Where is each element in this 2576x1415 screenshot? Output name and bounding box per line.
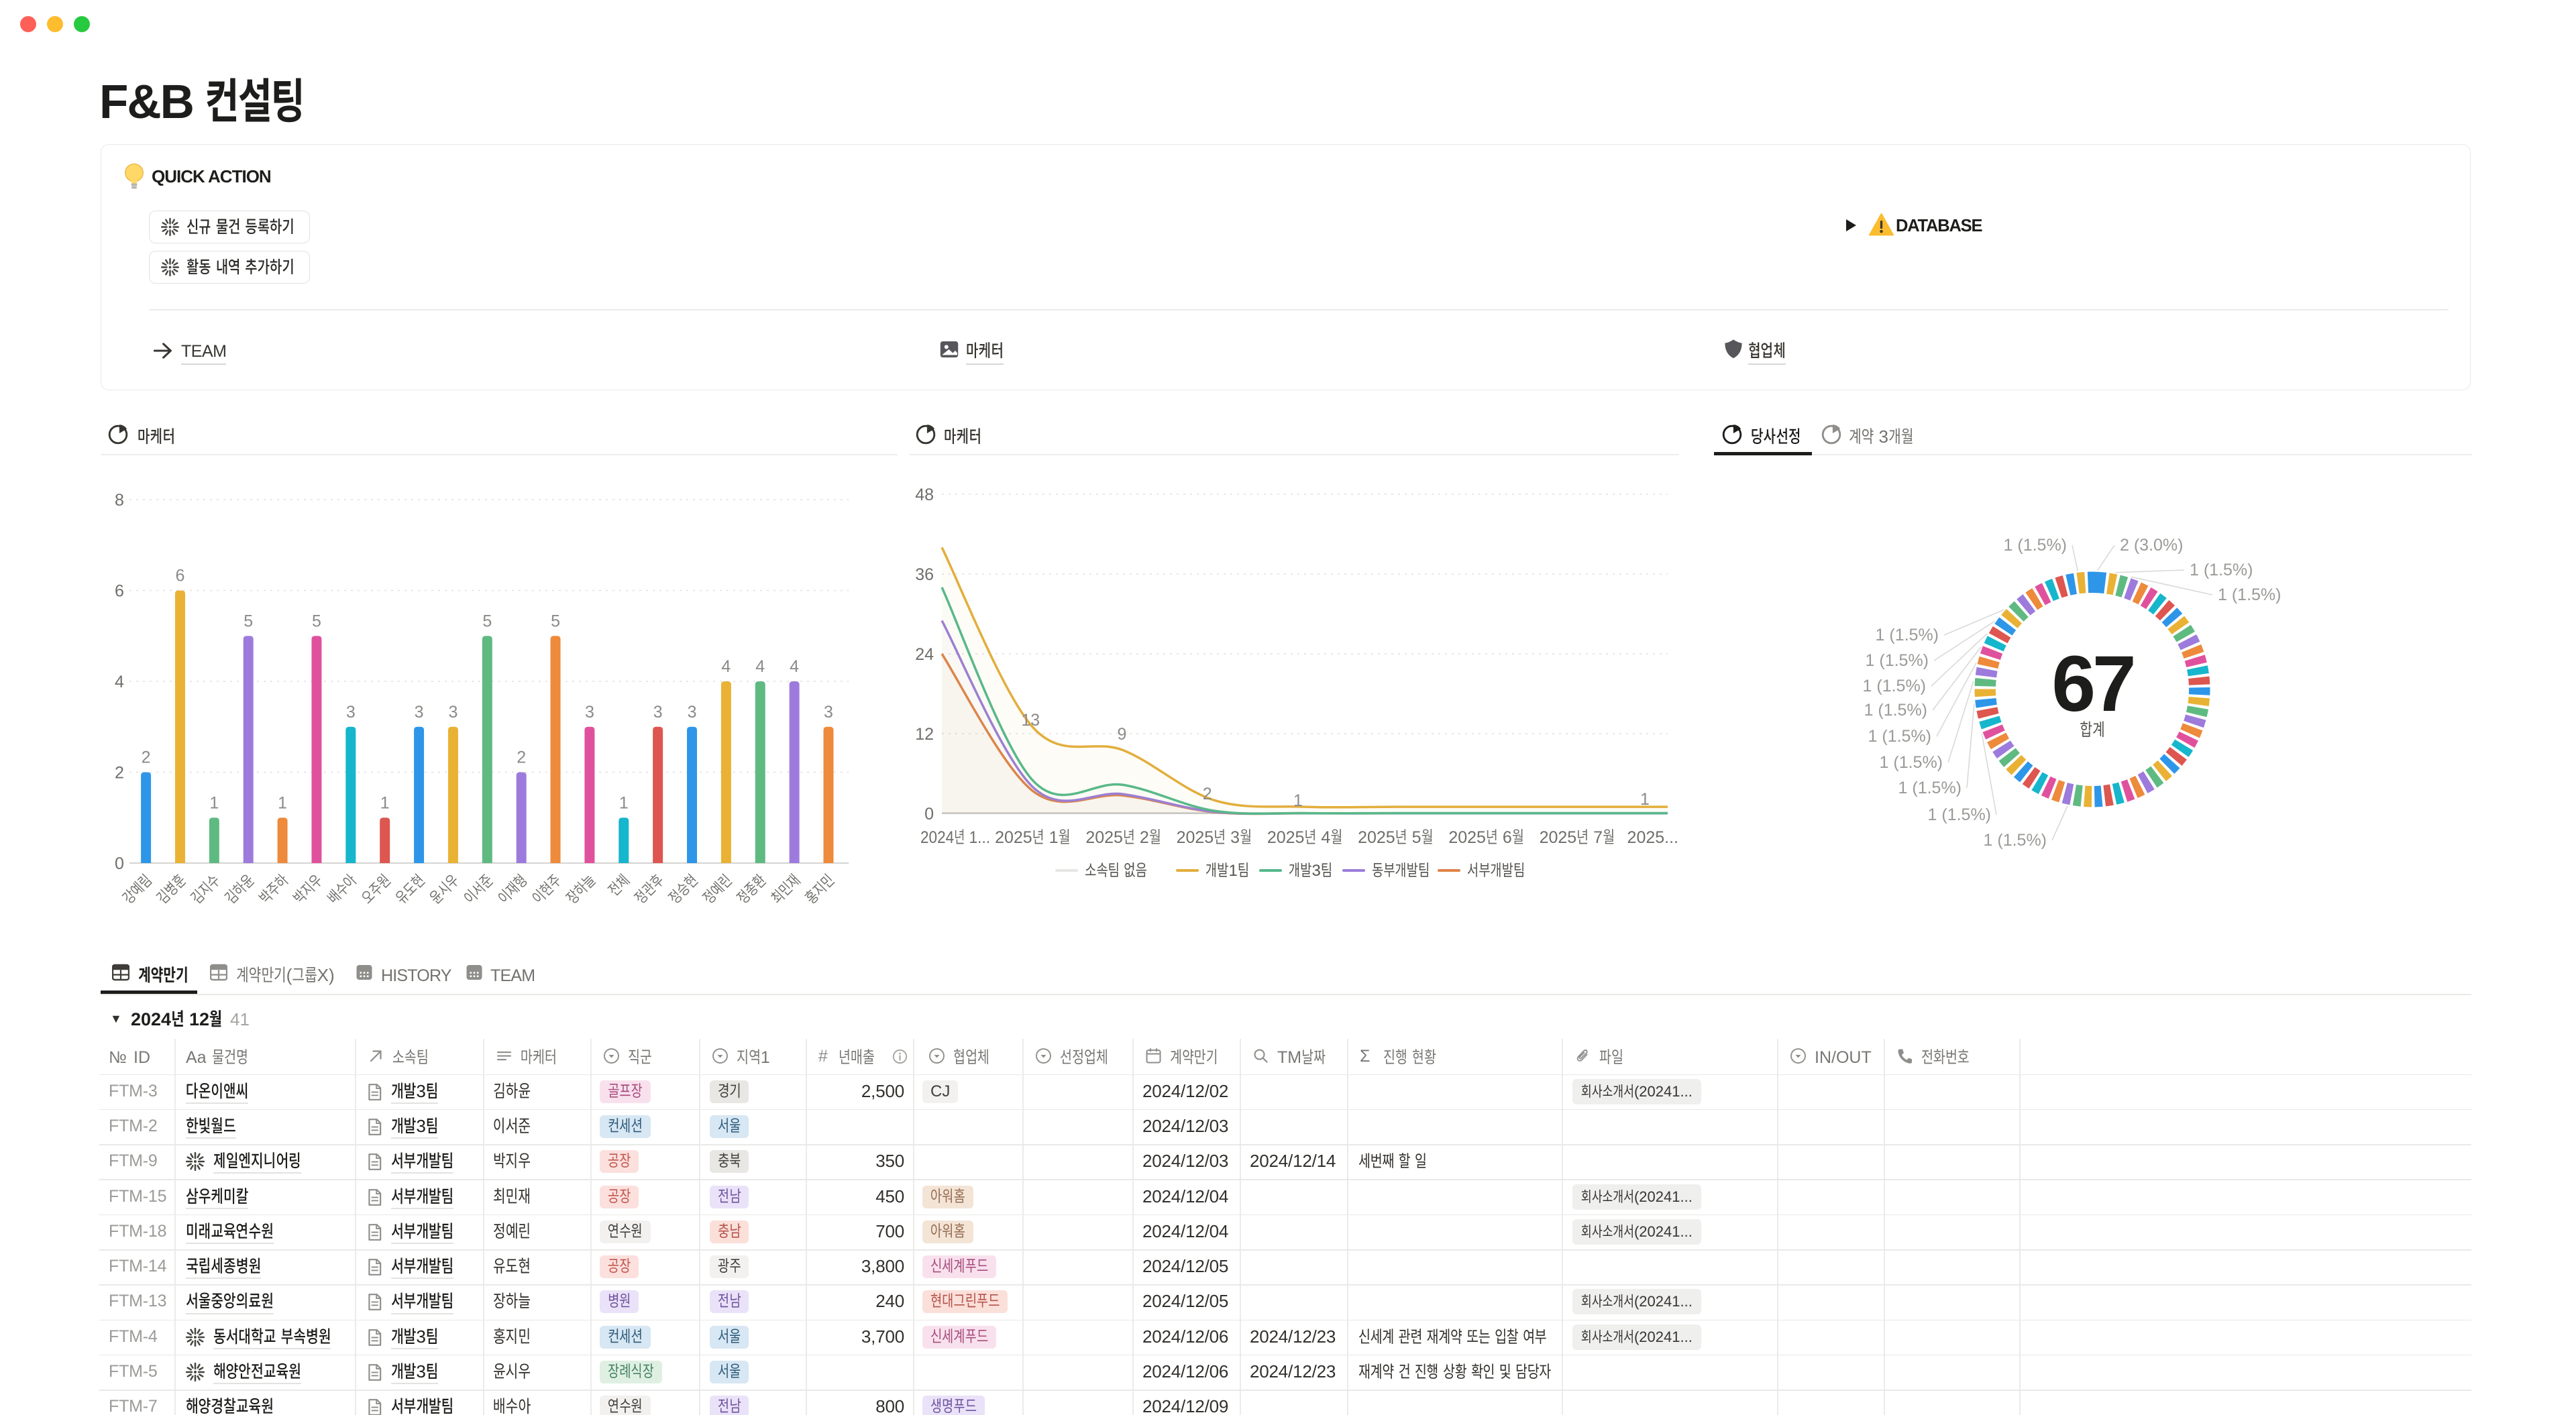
svg-text:2 (3.0%): 2 (3.0%) [2120,536,2183,555]
svg-text:1 (1.5%): 1 (1.5%) [1868,727,1931,746]
svg-text:장하늘: 장하늘 [563,871,598,907]
svg-text:합계: 합계 [2080,720,2104,740]
svg-text:박주하: 박주하 [256,871,292,907]
svg-text:5: 5 [482,612,492,630]
svg-text:1 (1.5%): 1 (1.5%) [1928,805,1991,824]
svg-text:정예린: 정예린 [700,871,735,907]
svg-text:2025년 6월: 2025년 6월 [1448,828,1523,847]
svg-text:1 (1.5%): 1 (1.5%) [2004,536,2067,555]
svg-text:정종환: 정종환 [733,871,769,907]
svg-text:2025년 5월: 2025년 5월 [1358,828,1433,847]
svg-text:0: 0 [115,854,124,873]
svg-text:오주원: 오주원 [358,871,394,907]
svg-text:1 (1.5%): 1 (1.5%) [1876,626,1939,644]
svg-text:이서준: 이서준 [460,871,496,907]
svg-text:1 (1.5%): 1 (1.5%) [2190,561,2253,579]
svg-text:2025년 1월: 2025년 1월 [995,828,1070,847]
svg-text:1 (1.5%): 1 (1.5%) [1863,677,1926,695]
svg-text:강예림: 강예림 [119,871,155,907]
svg-text:1 (1.5%): 1 (1.5%) [1898,779,1962,797]
svg-text:2: 2 [115,764,124,783]
svg-text:3: 3 [824,703,833,722]
svg-text:1: 1 [380,793,390,812]
svg-text:8: 8 [115,491,124,510]
svg-text:1: 1 [278,793,287,812]
svg-text:김하윤: 김하윤 [221,871,257,907]
svg-text:4: 4 [721,657,731,676]
svg-text:박지우: 박지우 [290,871,325,907]
svg-text:정관후: 정관후 [631,871,667,907]
svg-text:홍지민: 홍지민 [802,871,837,907]
svg-text:9: 9 [1118,725,1127,744]
svg-text:2025년 3월: 2025년 3월 [1177,828,1252,847]
svg-text:48: 48 [915,486,934,504]
svg-text:최민재: 최민재 [767,871,803,907]
svg-text:이현주: 이현주 [529,871,564,907]
svg-text:1 (1.5%): 1 (1.5%) [1984,831,2047,850]
svg-text:12: 12 [915,725,934,744]
svg-text:5: 5 [244,612,253,630]
svg-text:2025...: 2025... [1627,828,1678,847]
svg-text:3: 3 [448,703,458,722]
svg-text:2: 2 [142,748,151,767]
svg-text:3: 3 [415,703,424,722]
svg-text:4: 4 [115,673,124,691]
svg-text:1: 1 [209,793,219,812]
svg-text:0: 0 [924,805,934,824]
svg-text:2: 2 [517,748,526,767]
svg-text:윤시우: 윤시우 [427,871,462,907]
svg-text:4: 4 [790,657,799,676]
svg-text:5: 5 [551,612,560,630]
svg-text:3: 3 [653,703,663,722]
svg-text:3: 3 [688,703,697,722]
svg-text:4: 4 [755,657,765,676]
svg-text:36: 36 [915,565,934,584]
svg-text:2024년 1...: 2024년 1... [920,828,990,847]
svg-text:13: 13 [1021,711,1040,730]
svg-text:1: 1 [1640,790,1650,809]
svg-text:2025년 7월: 2025년 7월 [1540,828,1615,847]
svg-text:6: 6 [176,567,185,585]
svg-text:2025년 2월: 2025년 2월 [1085,828,1161,847]
svg-text:2025년 4월: 2025년 4월 [1267,828,1342,847]
svg-text:24: 24 [915,645,934,664]
svg-text:67: 67 [2051,640,2133,728]
svg-text:3: 3 [346,703,356,722]
svg-text:2: 2 [1203,785,1212,803]
svg-text:김지수: 김지수 [187,871,223,907]
svg-text:1 (1.5%): 1 (1.5%) [1864,701,1927,720]
svg-text:정승현: 정승현 [665,871,701,907]
svg-text:6: 6 [115,582,124,601]
svg-text:1 (1.5%): 1 (1.5%) [1866,651,1929,670]
svg-text:1: 1 [1293,791,1303,810]
svg-text:김병훈: 김병훈 [154,871,189,907]
svg-text:1: 1 [619,793,629,812]
svg-text:5: 5 [312,612,321,630]
svg-text:유도현: 유도현 [392,871,428,907]
svg-text:1 (1.5%): 1 (1.5%) [2218,585,2281,604]
svg-text:3: 3 [585,703,594,722]
svg-text:배수아: 배수아 [324,871,360,907]
svg-text:전체: 전체 [605,871,633,899]
svg-text:1 (1.5%): 1 (1.5%) [1880,753,1943,772]
svg-text:이재형: 이재형 [494,871,530,907]
